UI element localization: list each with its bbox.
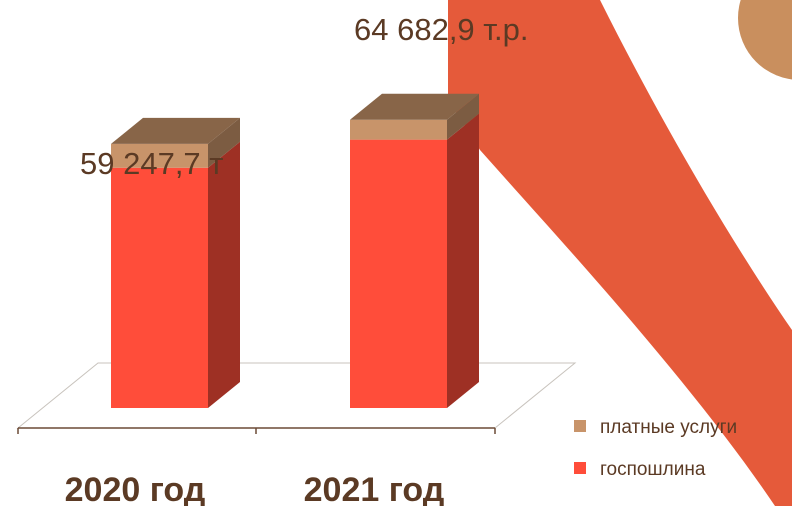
bar-2020-paid-services-side (208, 117, 240, 168)
category-label-2021: 2021 год (304, 471, 445, 506)
bar-2020-top (111, 117, 240, 144)
legend-label-paid-services: платные услуги (600, 417, 737, 438)
bar-2021-paid-services-side (447, 93, 479, 140)
bar-2020-paid-services-front (111, 143, 208, 168)
legend-label-state-fee: госпошлина (600, 459, 706, 480)
legend-swatch-paid-services (574, 420, 586, 432)
total-label-2020: 59 247,7 т (80, 146, 223, 181)
accent-circle (738, 0, 792, 80)
background-swoosh (448, 0, 792, 506)
bar-2021-state-fee-front (350, 139, 447, 408)
legend-swatch-state-fee (574, 462, 586, 474)
bar-2021-state-fee-side (447, 113, 479, 409)
plot-floor (16, 362, 577, 429)
category-label-2020: 2020 год (65, 471, 206, 506)
total-label-2021: 64 682,9 т.р. (354, 12, 529, 47)
bar-2020-state-fee-front (111, 167, 208, 408)
bars-layer (111, 93, 479, 409)
bar-2021-paid-services-front (350, 119, 447, 140)
legend: платные услуги госпошлина (574, 417, 737, 480)
bar-2020-state-fee-side (208, 141, 240, 408)
bar-2021-top (350, 93, 479, 120)
